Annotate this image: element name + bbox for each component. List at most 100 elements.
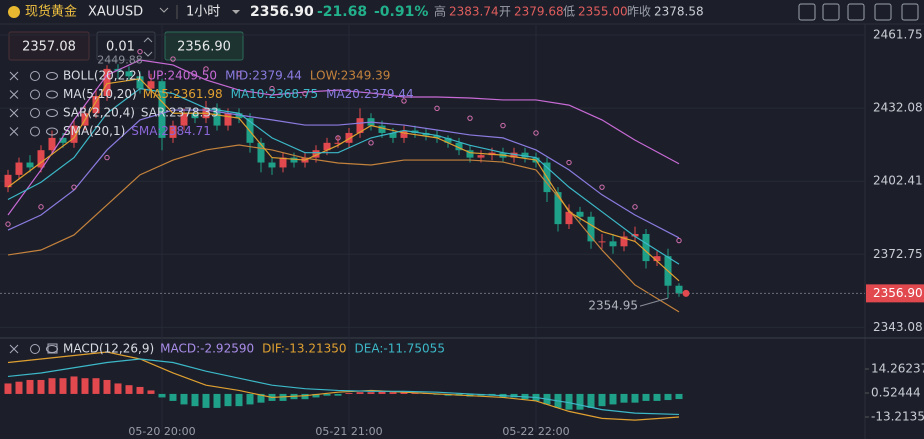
sar-dot: [500, 122, 506, 129]
legend-name: MA(5,10,20): [63, 87, 137, 101]
symbol-title[interactable]: 现货黄金: [25, 4, 77, 20]
x-tick-label: 05-21 21:00: [315, 425, 382, 438]
sar-dot: [599, 184, 605, 190]
macd-bar: [136, 386, 144, 394]
lot-size[interactable]: 0.01: [106, 40, 135, 55]
legend-name: SMA(20,1): [63, 124, 125, 138]
macd-bar: [15, 381, 23, 394]
macd-bar: [345, 393, 353, 394]
macd-bar: [675, 393, 683, 400]
visibility-icon[interactable]: [46, 72, 58, 80]
indicator-line: [7, 109, 680, 239]
macd-bar: [642, 393, 650, 401]
buy-button[interactable]: [164, 31, 244, 61]
macd-bar: [37, 379, 45, 394]
macd-bar: [125, 385, 133, 394]
legend-item: SAR:2378.33: [141, 106, 219, 120]
candle-body: [565, 211, 573, 225]
sar-dot: [71, 184, 77, 190]
macd-bar: [59, 378, 67, 394]
sar-dot: [676, 237, 682, 244]
sar-dot: [38, 204, 44, 210]
candle-body: [147, 81, 155, 89]
close-icon[interactable]: [9, 127, 19, 136]
settings-icon[interactable]: [30, 71, 40, 81]
macd-bar: [565, 393, 573, 410]
candle-body: [180, 113, 188, 126]
lot-input[interactable]: [96, 31, 156, 61]
macd-bar: [389, 392, 397, 394]
close-icon[interactable]: [9, 344, 19, 354]
close-icon[interactable]: [9, 71, 19, 81]
sar-dot: [566, 159, 572, 166]
macd-bar: [367, 392, 375, 394]
plot: 2449.88: [0, 25, 869, 432]
visibility-icon[interactable]: [46, 109, 58, 117]
sar-dot: [335, 135, 341, 141]
sar-dot: [368, 140, 374, 146]
buy-price[interactable]: 2356.90: [177, 40, 231, 55]
tool-button[interactable]: [874, 3, 892, 21]
interval[interactable]: 1小时: [186, 5, 220, 20]
candle-body: [620, 236, 628, 247]
tool-button[interactable]: [901, 3, 919, 21]
macd-bar: [301, 393, 309, 400]
y-tick-label: 2343.08: [873, 320, 923, 334]
candle-body: [356, 118, 364, 133]
visibility-icon[interactable]: [46, 90, 58, 99]
symbol-code[interactable]: XAUUSD: [88, 5, 143, 20]
settings-icon[interactable]: [30, 344, 40, 354]
settings-icon[interactable]: [30, 126, 40, 137]
stepper[interactable]: [143, 37, 153, 57]
legend-item: DIF:-13.21350: [262, 342, 346, 356]
y-tick-label: 2402.41: [873, 174, 923, 188]
macd-bar: [191, 393, 199, 407]
legend-item: MA5:2361.98: [143, 87, 223, 101]
legend-item: LOW:2349.39: [310, 69, 391, 83]
candle-body: [455, 142, 463, 151]
price-tag-label: 2356.90: [873, 286, 923, 300]
stat-value: 2378.58: [654, 5, 704, 19]
macd-bar: [378, 391, 386, 394]
candle-body: [48, 137, 56, 151]
toolbar: [798, 3, 919, 21]
candle-body: [26, 162, 34, 168]
candle-body: [576, 211, 584, 217]
macd-bar: [202, 393, 210, 408]
legend-name: MACD(12,26,9): [63, 342, 154, 356]
macd-bar: [400, 392, 408, 394]
settings-icon[interactable]: [30, 108, 40, 118]
sar-dot: [467, 115, 473, 121]
close-icon[interactable]: [9, 90, 19, 99]
visibility-icon[interactable]: [46, 127, 58, 136]
sar-dot: [104, 154, 110, 161]
macd-bar: [81, 378, 89, 394]
macd-bar: [70, 376, 78, 394]
macd-bar: [235, 393, 243, 407]
close-icon[interactable]: [9, 108, 19, 118]
tool-button[interactable]: [847, 3, 865, 21]
macd-bar: [411, 393, 419, 394]
settings-icon[interactable]: [30, 89, 40, 100]
macd-bar: [224, 393, 232, 407]
dropdown-icon[interactable]: [232, 10, 240, 14]
candle-body: [136, 76, 144, 89]
candle-body: [521, 152, 529, 158]
candle-body: [4, 174, 12, 188]
legend-item: MID:2379.44: [225, 69, 302, 83]
dropdown-icon[interactable]: [159, 7, 169, 13]
tool-button[interactable]: [798, 3, 816, 21]
sar-dot: [203, 66, 209, 72]
candle-body: [158, 81, 166, 138]
macd-bar: [48, 378, 56, 394]
candle-body: [279, 157, 287, 168]
macd-bar: [147, 390, 155, 394]
candle-body: [213, 108, 221, 126]
macd-bar: [334, 393, 342, 396]
candle-body: [224, 113, 232, 126]
tool-button[interactable]: [822, 3, 840, 21]
macd-bar: [356, 392, 364, 394]
sell-button[interactable]: [8, 31, 90, 61]
sell-price[interactable]: 2357.08: [22, 40, 76, 55]
candle-body: [609, 241, 617, 247]
